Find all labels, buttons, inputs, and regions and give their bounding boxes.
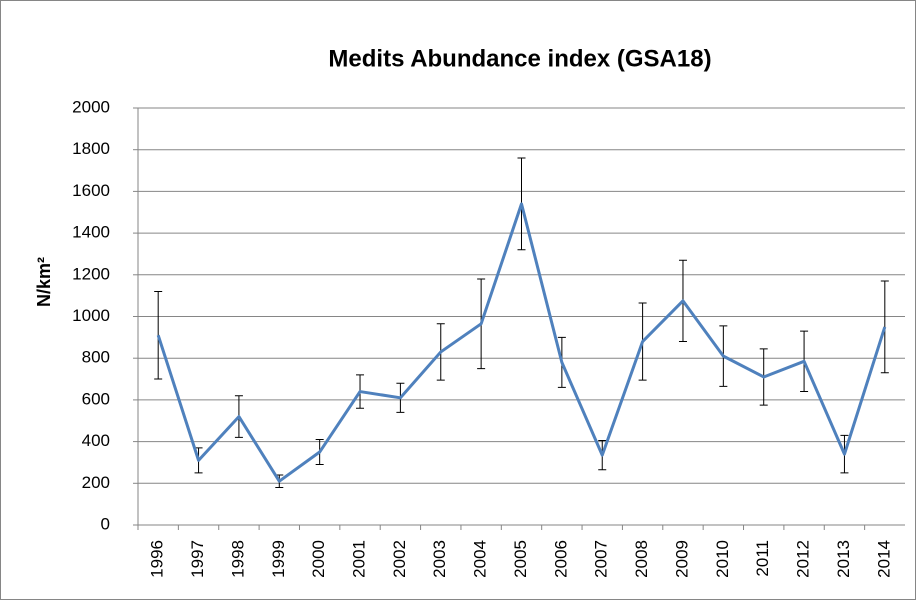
y-tick-label: 1600 — [72, 181, 110, 200]
x-tick-label: 2005 — [511, 540, 530, 578]
y-tick-label: 1200 — [72, 264, 110, 283]
x-tick-label: 2000 — [309, 540, 328, 578]
chart-title: Medits Abundance index (GSA18) — [328, 45, 711, 72]
x-tick-label: 1996 — [148, 540, 167, 578]
y-tick-label: 1000 — [72, 306, 110, 325]
y-tick-label: 600 — [82, 389, 110, 408]
x-tick-label: 2010 — [713, 540, 732, 578]
x-tick-label: 2007 — [592, 540, 611, 578]
y-tick-label: 1800 — [72, 139, 110, 158]
x-tick-label: 2008 — [632, 540, 651, 578]
error-bar — [880, 280, 889, 374]
y-tick-label: 0 — [101, 514, 110, 533]
y-tick-label: 400 — [82, 431, 110, 450]
x-tick-label: 2003 — [430, 540, 449, 578]
x-tick-label: 2004 — [471, 540, 490, 578]
x-tick-label: 2001 — [350, 540, 369, 578]
x-tick-label: 2006 — [551, 540, 570, 578]
y-tick-label: 1400 — [72, 223, 110, 242]
y-tick-label: 2000 — [72, 97, 110, 116]
data-line — [156, 202, 887, 483]
y-axis-label: N/km² — [34, 257, 54, 307]
x-tick-label: 2002 — [390, 540, 409, 578]
y-tick-label: 200 — [82, 473, 110, 492]
y-tick-label: 800 — [82, 348, 110, 367]
x-tick-label: 2011 — [753, 540, 772, 577]
x-tick-label: 2009 — [672, 540, 691, 578]
error-bar — [154, 290, 163, 380]
x-tick-label: 1997 — [188, 540, 207, 578]
x-tick-label: 1998 — [228, 540, 247, 578]
x-tick-label: 2012 — [794, 540, 813, 578]
x-tick-label: 1999 — [269, 540, 288, 578]
x-tick-label: 2013 — [834, 540, 853, 578]
x-tick-label: 2014 — [874, 540, 893, 578]
